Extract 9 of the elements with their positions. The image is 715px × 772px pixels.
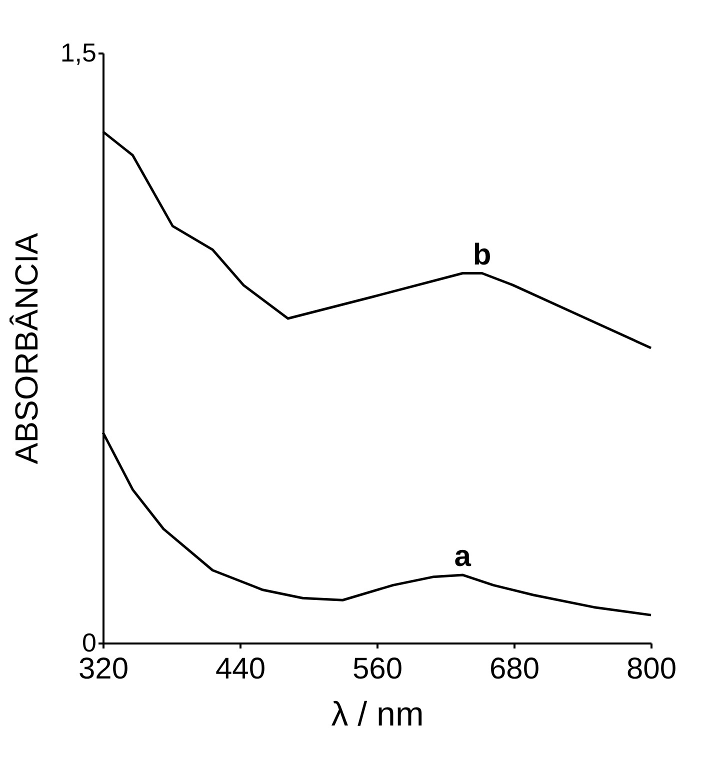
- series-label: a: [454, 540, 472, 573]
- x-tick-label: 800: [626, 652, 677, 686]
- y-axis-title: ABSORBÂNCIA: [8, 232, 44, 464]
- x-tick-label: 440: [215, 652, 266, 686]
- x-axis-title: λ / nm: [331, 696, 424, 734]
- x-tick-label: 560: [352, 652, 403, 686]
- series-label: b: [472, 238, 492, 272]
- x-tick-label: 680: [489, 652, 540, 686]
- y-tick-label: 1,5: [60, 38, 96, 68]
